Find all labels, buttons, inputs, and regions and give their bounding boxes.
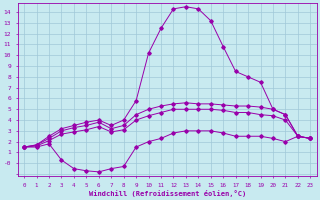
X-axis label: Windchill (Refroidissement éolien,°C): Windchill (Refroidissement éolien,°C) xyxy=(89,190,246,197)
